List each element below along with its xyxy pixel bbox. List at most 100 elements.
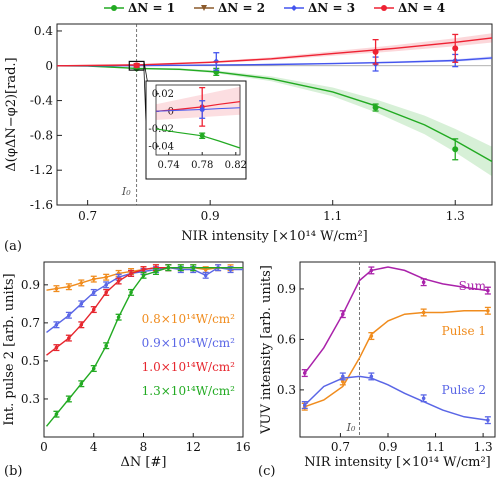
x-tick-label: 0.7	[78, 209, 97, 223]
i0-label: I₀	[346, 421, 356, 434]
y-tick-label: 0.9	[21, 278, 40, 292]
data-point	[79, 281, 84, 285]
series-label: Sum	[459, 279, 487, 293]
data-point	[452, 146, 459, 153]
series-band	[57, 65, 492, 177]
series-label: Pulse 2	[442, 383, 486, 397]
series-curve	[56, 57, 493, 67]
data-point	[67, 313, 71, 318]
series-curve	[304, 310, 488, 408]
series-label: 0.9×10¹⁴W/cm²	[142, 336, 236, 350]
panel-c-chart: 0.7 0.9 1.1 1.3 0.9 0.6 0.3 I₀ Sum Pulse 1 Pulse 2…	[259, 261, 496, 470]
inset: 0.74 0.78 0.820.020-0.02-0.04	[145, 80, 247, 180]
data-point	[141, 273, 146, 278]
inset-data-point	[199, 107, 205, 112]
inset-frame	[155, 84, 241, 156]
data-point	[104, 283, 108, 287]
series-curve	[56, 37, 493, 67]
legend-item: ΔN = 4	[374, 1, 445, 15]
data-point	[203, 273, 208, 278]
y-tick-label: 0.9	[277, 282, 296, 296]
data-point	[54, 286, 59, 291]
y-tick-label: -1.6	[30, 198, 53, 212]
data-point	[369, 334, 374, 338]
x-tick-label: 4	[90, 440, 98, 454]
y-tick-label: 0.3	[277, 383, 296, 397]
inset-y-tick-label: -0.04	[148, 141, 174, 152]
x-tick-label: 0.7	[331, 440, 350, 454]
inset-y-tick-label: 0.02	[152, 89, 174, 100]
y-tick-label: 0.7	[21, 316, 40, 330]
data-point	[341, 374, 345, 379]
y-axis-label: Δ(φΔN−φ2)[rad.]	[4, 57, 19, 171]
x-tick-label: 16	[235, 440, 250, 454]
data-point	[372, 48, 379, 55]
y-tick-label: 0.4	[34, 24, 53, 38]
data-point	[79, 381, 84, 386]
y-axis-label: VUV intensity [arb. units]	[259, 265, 274, 435]
inset-x-tick-label: 0.78	[191, 160, 213, 171]
legend: ΔN = 1 ΔN = 2 ΔN = 3 ΔN = 4	[104, 1, 445, 15]
data-point	[54, 345, 59, 350]
inset-data-point	[199, 133, 205, 139]
y-tick-label: 0.6	[277, 332, 296, 346]
legend-item: ΔN = 3	[284, 1, 355, 15]
data-point	[141, 267, 146, 272]
data-point	[116, 279, 121, 283]
y-tick-label: 0.5	[21, 354, 40, 368]
data-point	[104, 275, 108, 280]
inset-x-tick-label: 0.82	[225, 160, 247, 171]
data-point	[369, 268, 374, 273]
data-point	[486, 288, 490, 293]
series-label: 1.3×10¹⁴W/cm²	[142, 384, 236, 398]
x-tick-label: 0.9	[378, 440, 397, 454]
panel-b-label: (b)	[4, 464, 22, 479]
series-label: Pulse 1	[442, 324, 486, 338]
x-axis-label: NIR intensity [×10¹⁴ W/cm²]	[304, 455, 490, 470]
data-point	[341, 312, 345, 316]
series-curve	[304, 375, 489, 421]
data-point	[54, 412, 59, 416]
data-point	[486, 418, 490, 422]
data-point	[91, 277, 96, 281]
data-point	[179, 265, 183, 270]
y-tick-label: 0	[45, 59, 53, 73]
data-point	[302, 403, 307, 407]
x-tick-label: 8	[140, 440, 148, 454]
legend-marker	[201, 5, 207, 11]
series-curve	[56, 65, 493, 163]
y-tick-label: 0.3	[21, 392, 40, 406]
legend-label: ΔN = 1	[128, 1, 175, 15]
data-point	[372, 104, 379, 111]
y-tick-label: -1.2	[30, 163, 53, 177]
y-tick-label: -0.4	[30, 94, 54, 108]
data-point	[67, 284, 71, 289]
inset-y-tick-label: 0	[168, 106, 174, 117]
data-point	[228, 267, 233, 272]
series-label: 1.0×10¹⁴W/cm²	[142, 360, 236, 374]
y-tick-label: -0.8	[30, 128, 53, 142]
data-point	[91, 307, 96, 312]
legend-marker	[381, 5, 387, 11]
y-axis-label: Int. pulse 2 [arb. units]	[2, 273, 17, 425]
data-point	[421, 280, 426, 284]
legend-label: ΔN = 3	[308, 1, 355, 15]
data-point	[54, 322, 59, 327]
data-point	[191, 265, 196, 270]
data-point	[104, 290, 108, 295]
data-point	[79, 302, 84, 306]
data-point	[91, 290, 96, 295]
legend-label: ΔN = 4	[398, 1, 445, 15]
series-curve	[46, 267, 243, 356]
data-point	[104, 343, 108, 348]
inset-band	[156, 86, 240, 120]
data-point	[129, 290, 133, 295]
x-tick-label: 1.3	[446, 209, 465, 223]
data-point	[486, 308, 490, 313]
legend-marker	[291, 5, 297, 11]
data-point	[154, 269, 158, 274]
x-tick-label: 1.1	[426, 440, 445, 454]
legend-item: ΔN = 2	[194, 1, 265, 15]
data-point	[133, 62, 140, 69]
